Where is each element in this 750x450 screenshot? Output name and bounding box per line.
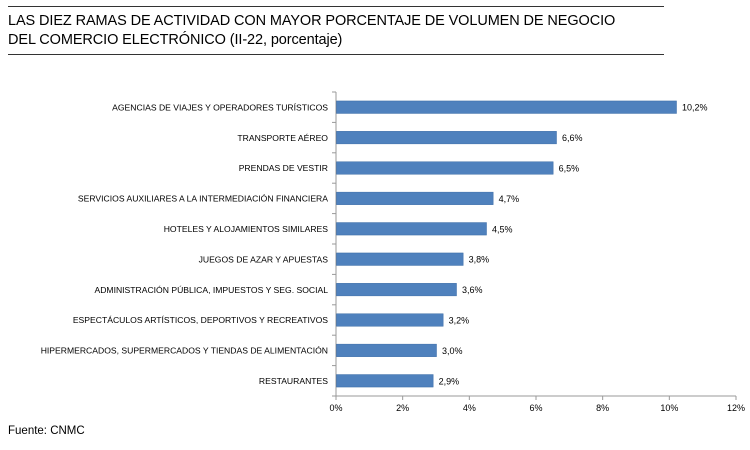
bar-chart: 0% 2% 4% 6% 8% 10% 12% AGENCIAS DE VIAJES Y OPE… <box>41 91 745 413</box>
category-label: PRENDAS DE VESTIR <box>239 163 328 173</box>
x-tick-label: 2% <box>396 403 409 413</box>
bar <box>336 252 464 266</box>
data-label: 3,8% <box>469 255 490 265</box>
bar <box>336 283 457 297</box>
chart-title-line-2: DEL COMERCIO ELECTRÓNICO (II-22, porcent… <box>8 32 343 48</box>
category-label: HOTELES Y ALOJAMIENTOS SIMILARES <box>164 224 329 234</box>
chart-title: LAS DIEZ RAMAS DE ACTIVIDAD CON MAYOR PO… <box>8 6 664 55</box>
data-label: 6,6% <box>562 133 583 143</box>
x-tick-label: 6% <box>529 403 542 413</box>
data-label: 4,7% <box>499 194 520 204</box>
category-label: HIPERMERCADOS, SUPERMERCADOS Y TIENDAS D… <box>41 346 328 356</box>
x-tick-label: 10% <box>660 403 678 413</box>
bar <box>336 131 557 145</box>
x-tick-label: 4% <box>463 403 476 413</box>
category-label: TRANSPORTE AÉREO <box>237 133 328 143</box>
x-tick-label: 0% <box>329 403 342 413</box>
category-label: JUEGOS DE AZAR Y APUESTAS <box>199 254 329 264</box>
category-label: ESPECTÁCULOS ARTÍSTICOS, DEPORTIVOS Y RE… <box>73 315 328 325</box>
x-tick-label: 8% <box>596 403 609 413</box>
category-label: RESTAURANTES <box>259 376 328 386</box>
bar <box>336 222 487 236</box>
data-label: 10,2% <box>682 103 708 113</box>
bar <box>336 313 444 327</box>
category-label: SERVICIOS AUXILIARES A LA INTERMEDIACIÓN… <box>78 194 328 204</box>
chart-title-line-1: LAS DIEZ RAMAS DE ACTIVIDAD CON MAYOR PO… <box>8 13 616 29</box>
source-note: Fuente: CNMC <box>8 425 85 437</box>
data-label: 3,6% <box>462 285 483 295</box>
data-label: 4,5% <box>492 224 513 234</box>
data-label: 3,2% <box>449 316 470 326</box>
data-label: 6,5% <box>559 164 580 174</box>
bar <box>336 191 494 205</box>
data-label: 2,9% <box>439 376 460 386</box>
bar <box>336 161 554 175</box>
category-label: AGENCIAS DE VIAJES Y OPERADORES TURÍSTIC… <box>112 102 328 112</box>
data-label: 3,0% <box>442 346 463 356</box>
bar <box>336 100 677 114</box>
category-label: ADMINISTRACIÓN PÚBLICA, IMPUESTOS Y SEG.… <box>94 285 328 295</box>
bar <box>336 343 437 357</box>
bar <box>336 374 434 388</box>
x-tick-label: 12% <box>727 403 745 413</box>
